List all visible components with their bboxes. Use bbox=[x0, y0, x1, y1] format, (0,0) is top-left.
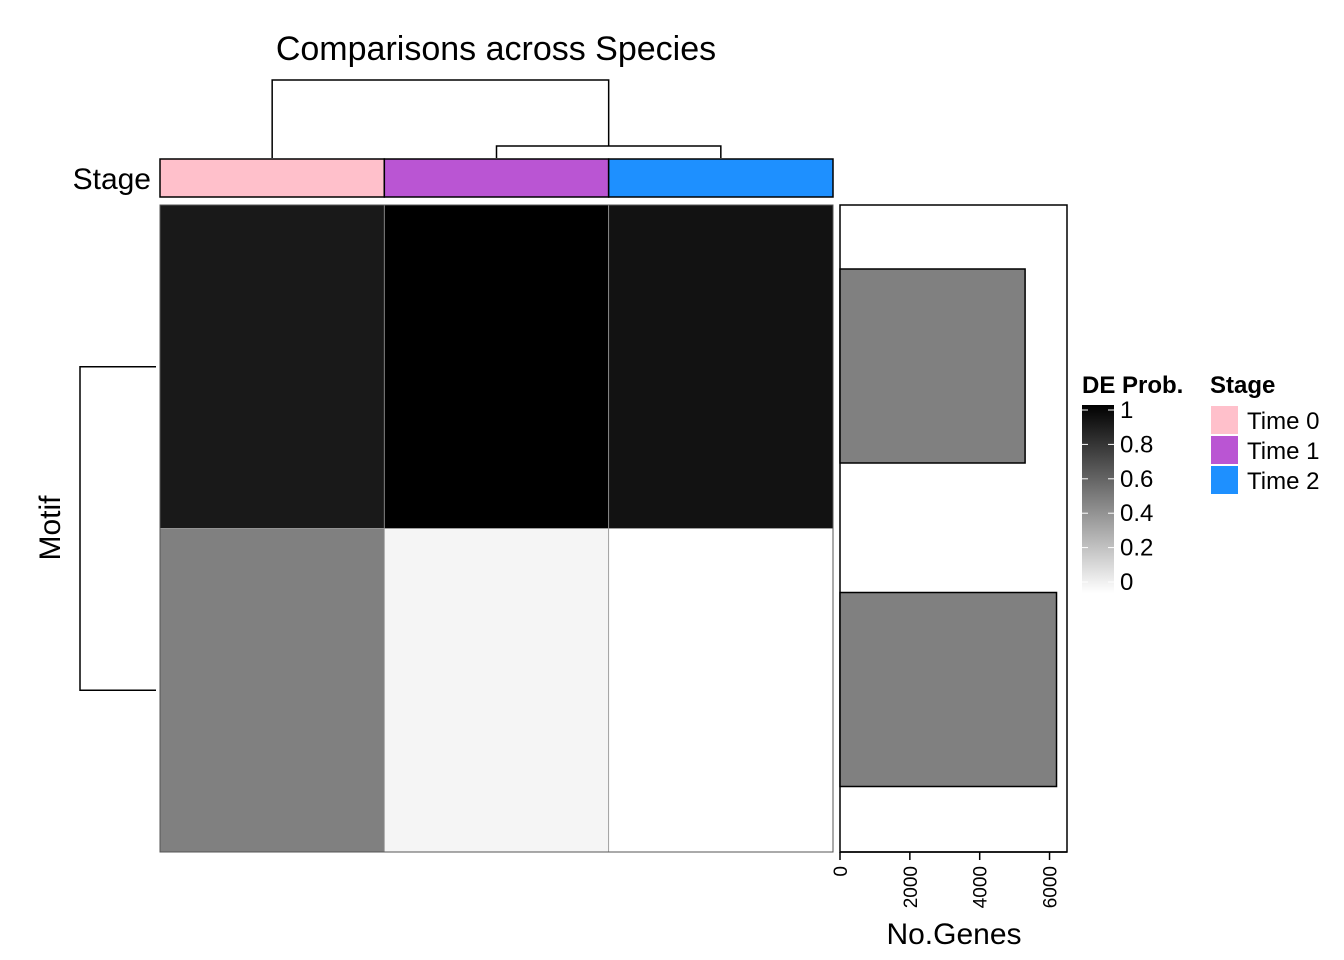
color-tick-label: 0.6 bbox=[1120, 466, 1153, 493]
heatmap-cell-r1-c2 bbox=[383, 204, 610, 529]
stage-legend-label-3: Time 2 bbox=[1247, 468, 1319, 495]
stage-legend-swatch-3 bbox=[1211, 466, 1238, 494]
heatmap-cell-r2-c1 bbox=[159, 528, 385, 853]
color-tick-label: 0.4 bbox=[1120, 500, 1153, 527]
stage-legend: Time 0 Time 1 Time 2 bbox=[1211, 406, 1319, 495]
stage-legend-swatch-1 bbox=[1211, 406, 1238, 434]
color-legend-title: DE Prob. bbox=[1082, 372, 1183, 399]
color-tick-label: 1 bbox=[1120, 397, 1133, 424]
heatmap-border bbox=[159, 204, 834, 853]
col-dendro-branch-top bbox=[271, 79, 610, 158]
row-dendrogram bbox=[79, 366, 156, 691]
color-tick-label: 0.2 bbox=[1120, 535, 1153, 562]
heatmap-body bbox=[159, 204, 834, 853]
chart-title: Comparisons across Species bbox=[276, 30, 716, 68]
stage-annotation-bar bbox=[159, 158, 834, 198]
color-legend: 1 0.8 0.6 0.4 0.2 0 bbox=[1082, 397, 1153, 596]
heatmap-cell-r1-c1 bbox=[159, 204, 385, 529]
gene-bar-row-2 bbox=[839, 591, 1058, 788]
stage-annotation-label: Stage bbox=[73, 163, 151, 196]
column-dendrogram bbox=[271, 79, 722, 158]
genes-bar-panel: 0 2000 4000 6000 bbox=[831, 204, 1068, 908]
color-legend-bar bbox=[1082, 405, 1114, 593]
bar-axis-label: No.Genes bbox=[886, 918, 1021, 951]
stage-cell-3 bbox=[607, 158, 834, 198]
bar-tick-label: 2000 bbox=[901, 866, 922, 908]
stage-legend-label-2: Time 1 bbox=[1247, 438, 1319, 465]
gene-bar-row-1 bbox=[839, 268, 1026, 464]
bar-tick-label: 4000 bbox=[971, 866, 992, 908]
heatmap-cell-r2-c3 bbox=[608, 528, 834, 853]
stage-cell-2 bbox=[383, 158, 610, 198]
heatmap-cell-r2-c2 bbox=[383, 528, 610, 853]
stage-legend-label-1: Time 0 bbox=[1247, 408, 1319, 435]
color-tick-label: 0 bbox=[1120, 569, 1133, 596]
color-tick-label: 0.8 bbox=[1120, 431, 1153, 458]
col-dendro-branch-low bbox=[495, 145, 722, 158]
bar-tick-label: 0 bbox=[831, 866, 852, 877]
bar-tick-label: 6000 bbox=[1041, 866, 1062, 908]
row-title: Motif bbox=[34, 495, 67, 561]
stage-cell-1 bbox=[159, 158, 386, 198]
heatmap-cell-r1-c3 bbox=[608, 204, 834, 529]
stage-legend-title: Stage bbox=[1210, 372, 1275, 399]
stage-legend-swatch-2 bbox=[1211, 436, 1238, 464]
row-dendro-branch bbox=[79, 366, 156, 691]
